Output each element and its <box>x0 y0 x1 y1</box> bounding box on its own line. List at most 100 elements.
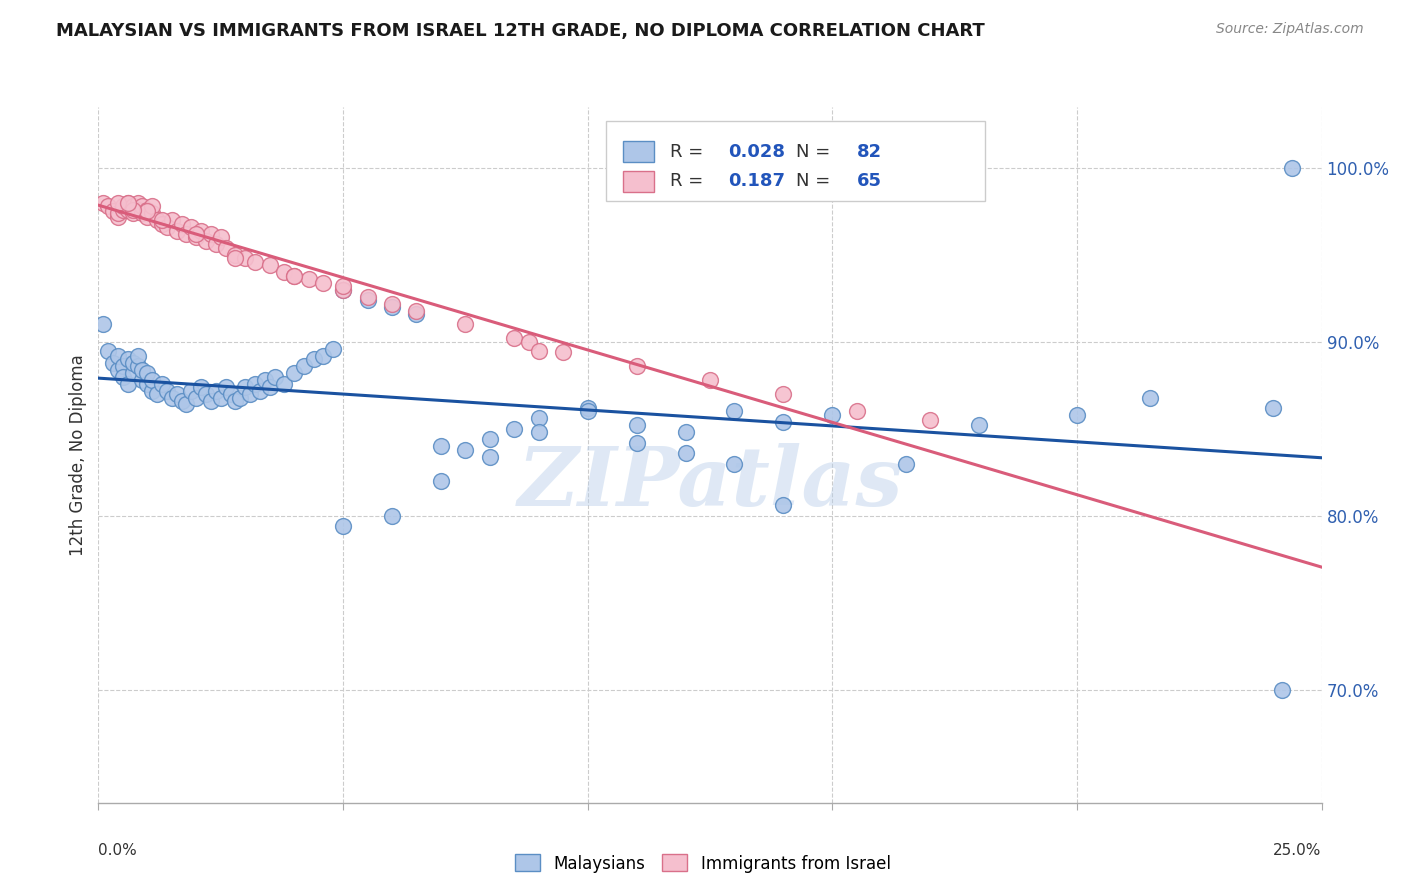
Point <box>356 290 378 304</box>
Text: N =: N = <box>796 172 835 191</box>
Point <box>180 220 202 235</box>
FancyBboxPatch shape <box>606 121 986 201</box>
Point <box>626 359 648 374</box>
Point <box>121 356 143 370</box>
Point <box>91 195 114 210</box>
Text: Source: ZipAtlas.com: Source: ZipAtlas.com <box>1216 22 1364 37</box>
Point <box>111 359 134 374</box>
Point <box>127 359 149 374</box>
Point <box>298 272 321 286</box>
Point <box>127 202 149 217</box>
Point <box>292 359 315 374</box>
FancyBboxPatch shape <box>623 171 654 192</box>
Point <box>517 334 540 349</box>
Point <box>332 279 354 293</box>
Point <box>214 241 236 255</box>
Point <box>503 422 526 436</box>
Text: 25.0%: 25.0% <box>1274 843 1322 858</box>
Point <box>626 435 648 450</box>
Point <box>675 446 697 460</box>
Point <box>478 450 501 464</box>
Text: R =: R = <box>669 143 709 161</box>
Text: MALAYSIAN VS IMMIGRANTS FROM ISRAEL 12TH GRADE, NO DIPLOMA CORRELATION CHART: MALAYSIAN VS IMMIGRANTS FROM ISRAEL 12TH… <box>56 22 986 40</box>
Point <box>160 213 183 227</box>
Point <box>190 380 212 394</box>
Point <box>131 206 153 220</box>
Point <box>381 296 404 310</box>
Point <box>107 210 129 224</box>
Text: 0.0%: 0.0% <box>98 843 138 858</box>
Point <box>405 307 427 321</box>
Point <box>107 362 129 376</box>
Point <box>527 343 550 358</box>
Point <box>111 369 134 384</box>
Text: N =: N = <box>796 143 835 161</box>
Point <box>97 343 120 358</box>
Point <box>233 252 256 266</box>
Point <box>121 366 143 380</box>
Point <box>356 293 378 307</box>
Point <box>195 234 218 248</box>
Point <box>224 252 246 266</box>
Point <box>209 230 232 244</box>
Point <box>160 391 183 405</box>
Point <box>121 202 143 217</box>
Point <box>249 384 271 398</box>
Point <box>1066 408 1088 422</box>
Point <box>503 331 526 345</box>
Point <box>381 300 404 314</box>
Point <box>332 283 354 297</box>
Point <box>136 366 159 380</box>
Legend: Malaysians, Immigrants from Israel: Malaysians, Immigrants from Israel <box>509 847 897 880</box>
Point <box>166 223 188 237</box>
Point <box>186 391 208 405</box>
Point <box>283 366 305 380</box>
Point <box>430 474 453 488</box>
Text: R =: R = <box>669 172 714 191</box>
Point <box>136 202 159 217</box>
Point <box>190 223 212 237</box>
Point <box>111 199 134 213</box>
Point <box>176 397 198 411</box>
Point <box>430 439 453 453</box>
Point <box>150 213 173 227</box>
Point <box>131 362 153 376</box>
Point <box>205 384 228 398</box>
Point <box>170 394 193 409</box>
Point <box>894 457 917 471</box>
Point <box>699 373 721 387</box>
Point <box>283 268 305 283</box>
Point <box>117 352 139 367</box>
Point <box>967 418 990 433</box>
Point <box>141 206 163 220</box>
Point <box>141 384 163 398</box>
Point <box>107 206 129 220</box>
Point <box>1139 391 1161 405</box>
Point <box>136 204 159 219</box>
Point <box>107 349 129 363</box>
Point <box>675 425 697 440</box>
Point <box>91 318 114 332</box>
Point <box>273 376 295 391</box>
Point <box>263 369 285 384</box>
Point <box>195 387 218 401</box>
Point <box>1281 161 1303 175</box>
Point <box>229 391 252 405</box>
Point <box>273 265 295 279</box>
Point <box>821 408 844 422</box>
Point <box>243 376 266 391</box>
Point <box>243 255 266 269</box>
Point <box>772 387 794 401</box>
Point <box>322 342 344 356</box>
Point <box>527 425 550 440</box>
Point <box>772 415 794 429</box>
Point <box>200 227 222 241</box>
Point <box>141 199 163 213</box>
Point <box>224 394 246 409</box>
Point <box>454 442 477 457</box>
Point <box>332 283 354 297</box>
Point <box>1261 401 1284 415</box>
Point <box>121 199 143 213</box>
Point <box>97 199 120 213</box>
Point <box>150 376 173 391</box>
